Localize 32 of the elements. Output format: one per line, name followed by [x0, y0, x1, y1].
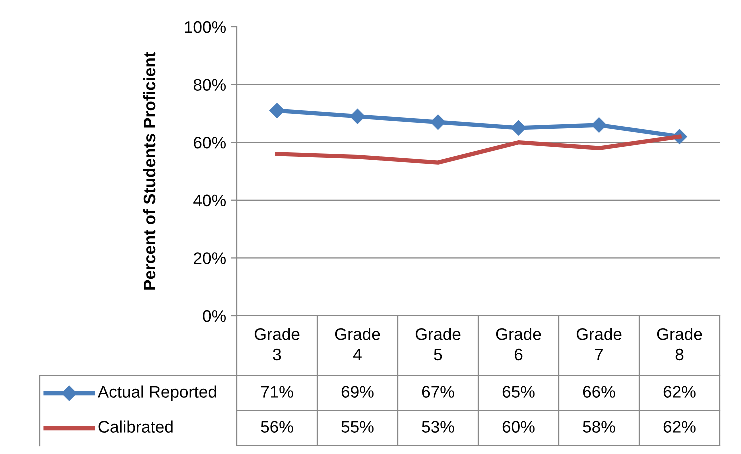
point: [350, 109, 366, 124]
data-label: 66%: [583, 386, 616, 398]
legend-label: Calibrated: [98, 420, 173, 433]
y-tick-label: 0%: [203, 310, 226, 322]
x-tick-label: Grade 7: [576, 328, 622, 360]
point: [430, 114, 446, 130]
x-tick-label: Grade 5: [416, 328, 461, 361]
data-label: 62%: [664, 386, 696, 398]
data-label: 55%: [342, 421, 374, 433]
data-label: 71%: [261, 386, 294, 398]
x-tick-label: Grade 8: [657, 328, 702, 361]
y-tick-label: 20%: [194, 252, 226, 264]
data-label: 67%: [422, 386, 454, 398]
x-tick-label: Grade 3: [254, 328, 300, 361]
data-label: 53%: [422, 421, 454, 433]
y-tick-label: 40%: [194, 194, 226, 207]
data-label: 58%: [583, 421, 616, 433]
y-tick-label: 80%: [194, 79, 226, 92]
x-tick-label: Grade 6: [496, 328, 542, 361]
point: [270, 103, 285, 118]
data-label: 60%: [502, 421, 535, 433]
data-label: 62%: [664, 421, 696, 433]
y-axis-title: Percent of Students Proficient: [143, 52, 156, 290]
point: [592, 118, 607, 133]
data-label: 56%: [261, 421, 294, 433]
y-tick-label: 60%: [194, 137, 226, 149]
point: [511, 120, 526, 136]
data-label: 65%: [502, 386, 535, 398]
y-tick-label: 100%: [185, 21, 226, 34]
data-label: 69%: [342, 386, 374, 398]
legend-label: Actual Reported: [98, 386, 216, 402]
x-tick-label: Grade 4: [335, 328, 380, 360]
